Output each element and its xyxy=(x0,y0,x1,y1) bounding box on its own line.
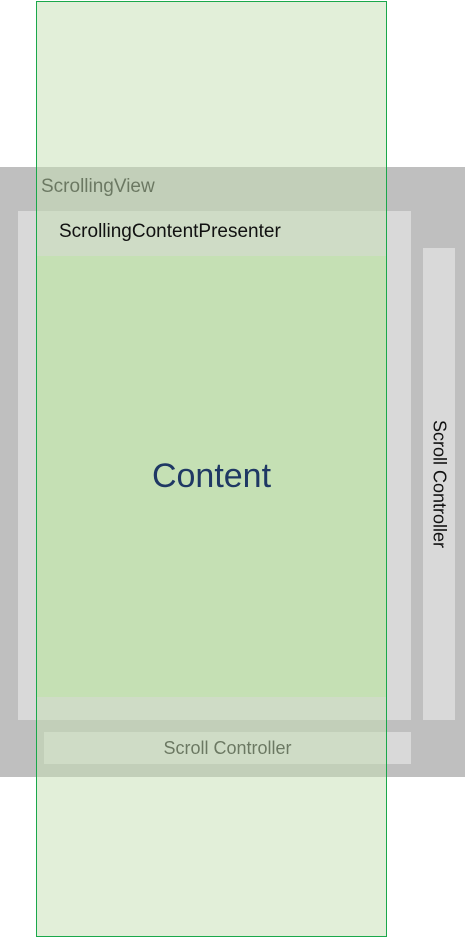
vertical-scroll-controller-label: Scroll Controller xyxy=(429,419,450,549)
content-label: Content xyxy=(151,457,272,495)
content-viewport xyxy=(37,256,386,697)
vertical-scroll-controller[interactable] xyxy=(423,248,455,720)
scrolling-content-presenter-label: ScrollingContentPresenter xyxy=(59,221,281,242)
